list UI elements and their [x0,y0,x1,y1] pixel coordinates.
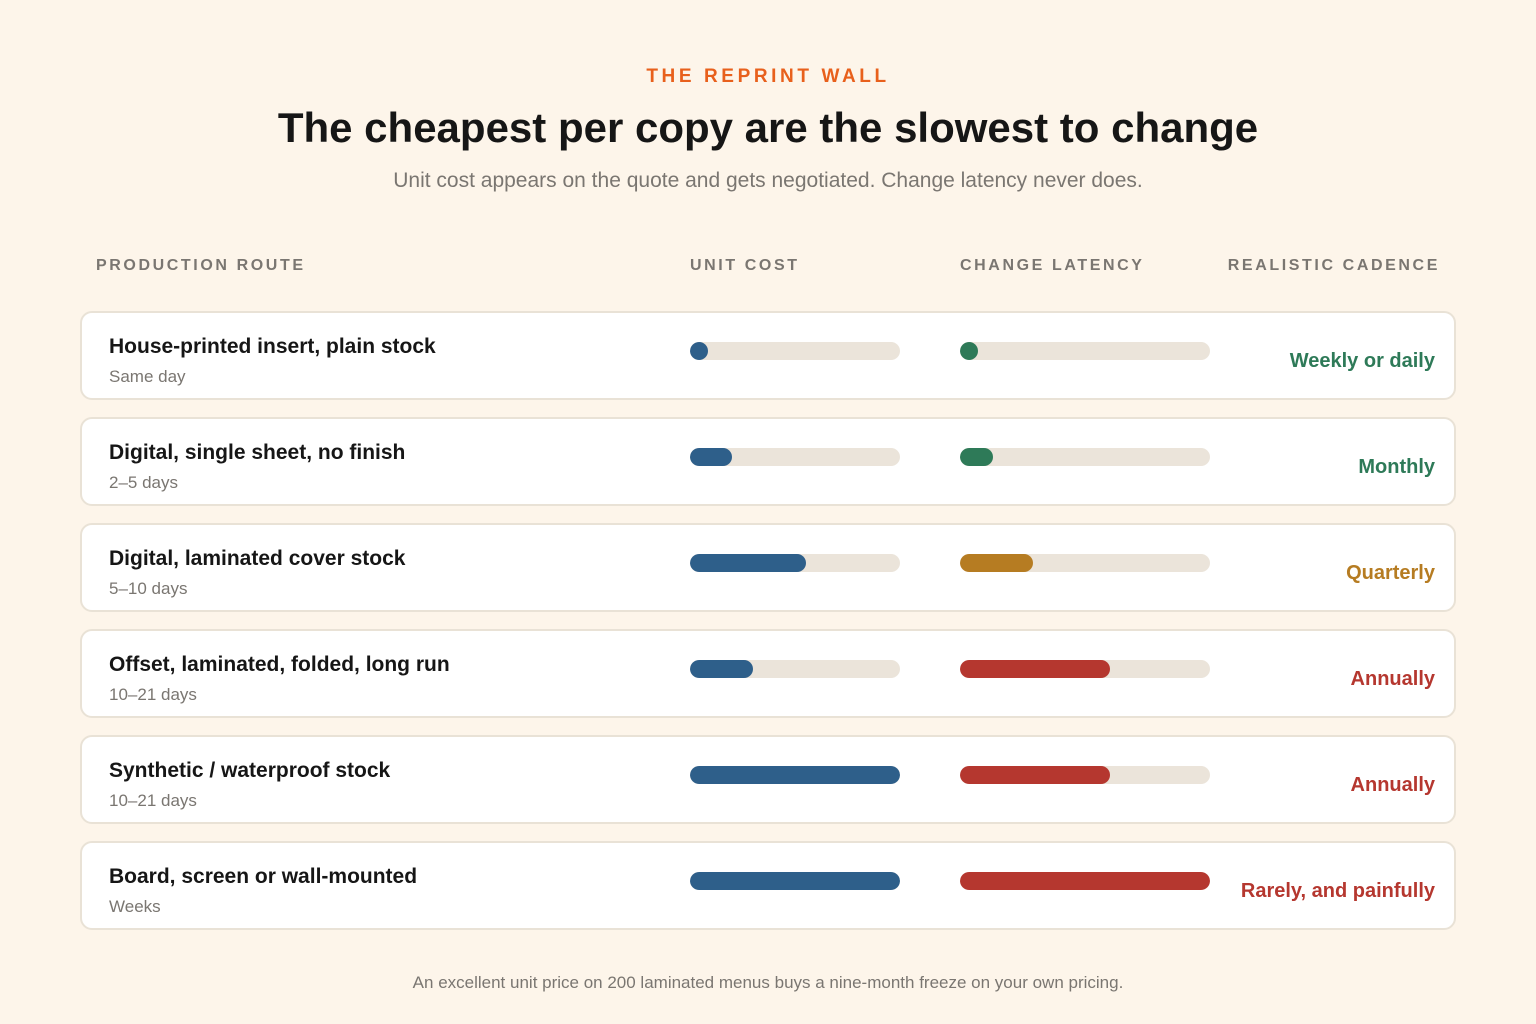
table-row: Offset, laminated, folded, long run 10–21… [80,629,1456,718]
route-name: House-printed insert, plain stock [109,335,436,358]
table-row: Digital, single sheet, no finish 2–5 days… [80,417,1456,506]
eyebrow: THE REPRINT WALL [646,66,890,87]
change-latency-track [960,554,1210,572]
unit-cost-bar [690,448,732,466]
route-name: Digital, single sheet, no finish [109,441,406,464]
change-latency-bar [960,554,1033,572]
route-name: Digital, laminated cover stock [109,547,406,570]
table-row: House-printed insert, plain stock Same da… [80,311,1456,400]
route-name: Offset, laminated, folded, long run [109,653,450,676]
route-lead-time: 5–10 days [109,579,188,598]
unit-cost-track [690,342,900,360]
cadence-label: Annually [1350,668,1435,690]
unit-cost-track [690,660,900,678]
unit-cost-bar [690,342,708,360]
route-lead-time: Weeks [109,897,161,916]
unit-cost-track [690,872,900,890]
cadence-label: Annually [1350,774,1435,796]
route-name: Board, screen or wall-mounted [109,865,418,888]
cadence-label: Weekly or daily [1289,350,1435,372]
route-table: House-printed insert, plain stock Same da… [80,311,1456,947]
unit-cost-track [690,554,900,572]
footnote: An excellent unit price on 200 laminated… [412,973,1124,992]
change-latency-track [960,342,1210,360]
route-name: Synthetic / waterproof stock [109,759,391,782]
cadence-label: Quarterly [1346,562,1435,584]
column-header-cadence: REALISTIC CADENCE [1227,257,1440,274]
table-row: Synthetic / waterproof stock 10–21 days An… [80,735,1456,824]
change-latency-bar [960,342,978,360]
unit-cost-bar [690,766,900,784]
route-lead-time: Same day [109,367,186,386]
column-header-route: PRODUCTION ROUTE [96,257,306,274]
unit-cost-bar [690,872,900,890]
change-latency-bar [960,766,1110,784]
change-latency-track [960,660,1210,678]
change-latency-track [960,448,1210,466]
route-lead-time: 2–5 days [109,473,178,492]
unit-cost-bar [690,554,806,572]
column-header-change-latency: CHANGE LATENCY [960,257,1145,274]
route-lead-time: 10–21 days [109,791,197,810]
change-latency-bar [960,872,1210,890]
cadence-label: Rarely, and painfully [1240,880,1435,902]
unit-cost-bar [690,660,753,678]
unit-cost-track [690,766,900,784]
unit-cost-track [690,448,900,466]
cadence-label: Monthly [1358,456,1435,478]
page-subtitle: Unit cost appears on the quote and gets … [393,169,1143,192]
table-row: Digital, laminated cover stock 5–10 days Q… [80,523,1456,612]
page-title: The cheapest per copy are the slowest to… [277,104,1259,151]
change-latency-bar [960,448,993,466]
route-lead-time: 10–21 days [109,685,197,704]
change-latency-track [960,766,1210,784]
change-latency-track [960,872,1210,890]
column-header-unit-cost: UNIT COST [690,257,800,274]
change-latency-bar [960,660,1110,678]
table-row: Board, screen or wall-mounted Weeks Rarely… [80,841,1456,930]
